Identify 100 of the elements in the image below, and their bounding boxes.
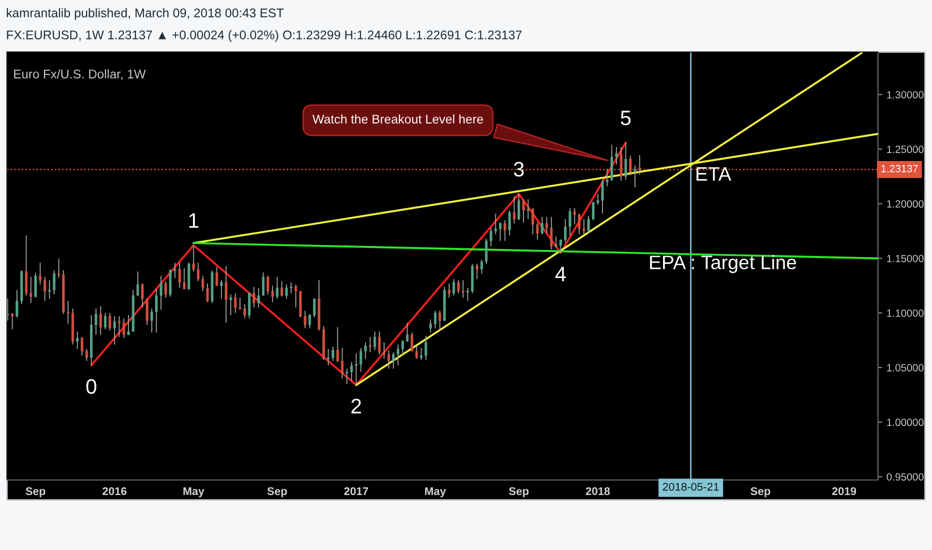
x-tick-label: 2019 [832,487,856,496]
candlestick [164,280,167,298]
annotation: 4 [555,266,566,282]
candlestick [466,287,469,302]
candlestick [476,263,478,280]
y-tick-label: 1.30000 [887,91,924,98]
annotation: EPA : Target Line [650,254,796,274]
candlestick [24,234,28,296]
candlestick [368,336,372,353]
chart-title: kamrantalib published, March 09, 2018 00:43 EST [6,8,284,20]
annotation: 2 [351,398,361,414]
candlestick [540,216,544,235]
candlestick [615,146,618,165]
candlestick [601,179,604,214]
candlestick [174,262,176,278]
chart-subtitle: FX:EURUSD, 1W 1.23137 ▲ +0.00024 (+0.02%) O:1.23299 H:1.24460 L:1.22691 C:1.23137 [7,30,522,42]
candlestick [596,193,600,206]
candlestick [327,348,330,366]
x-tick-label: Sep [750,487,770,498]
candlestick [229,294,232,316]
annotation: 3 [514,162,524,177]
candlestick [406,322,409,342]
x-tick-label: May [183,487,204,498]
x-tick-label: 2016 [102,487,127,496]
candlestick [99,306,102,336]
candlestick [374,331,376,351]
candlestick [498,222,502,242]
candlestick [354,352,358,386]
candlestick [364,342,367,360]
candlestick [192,244,195,272]
ref-line-label: 2018-05-21 [662,482,719,491]
candlestick [610,144,614,182]
y-tick-label: 1.10000 [887,309,924,317]
candlestick [480,258,483,274]
candlestick [587,215,590,234]
candlestick [532,208,534,235]
candlestick [262,272,265,296]
candlestick [243,304,246,319]
candlestick [196,262,200,282]
candlestick [85,348,88,362]
candlestick [220,280,223,300]
candlestick [30,276,32,304]
candlestick [360,347,362,372]
candlestick [248,292,251,319]
candlestick [340,347,344,379]
x-tick-label: 2018 [586,487,610,496]
candlestick [508,210,511,236]
candlestick [550,216,553,250]
candlestick [44,276,46,302]
y-tick-label: 0.95000 [886,473,924,481]
candlestick [387,350,390,370]
candlestick [592,201,594,221]
candlestick [485,238,488,264]
candlestick [526,198,530,220]
candlestick [294,284,298,308]
candlestick [424,335,428,360]
y-tick-label: 1.15000 [887,254,924,262]
annotation: ETA [696,167,732,181]
candlestick [420,347,423,360]
candlestick [606,168,608,187]
candlestick [257,287,260,308]
candlestick [252,286,256,308]
candlestick [308,314,311,329]
candlestick [94,308,98,336]
candlestick [522,198,525,223]
candlestick [448,282,450,298]
candlestick [38,262,42,286]
candlestick [118,316,120,338]
candlestick [559,239,562,254]
candlestick [122,318,126,339]
candlestick [276,276,278,300]
candlestick [452,278,456,296]
annotation: Watch the Breakout Level here [312,114,483,124]
candlestick [136,270,140,296]
x-tick-label: May [425,487,446,498]
candlestick [429,319,432,334]
candlestick [11,312,14,330]
candlestick [578,213,581,235]
annotation: 5 [620,110,631,126]
candlestick [7,298,9,322]
candlestick [582,218,586,235]
x-tick-label: Sep [267,487,287,498]
annotation: 0 [86,379,96,394]
candlestick [573,208,576,225]
candlestick [34,272,37,298]
annotation: Euro Fx/U.S. Dollar, 1W [14,69,146,80]
candlestick [216,266,218,286]
candlestick [178,262,181,288]
candlestick [554,236,558,248]
y-tick-label: 1.20000 [887,200,924,208]
candlestick [536,222,539,240]
candlestick [182,268,186,290]
candlestick [504,220,506,242]
candlestick [332,346,334,362]
candlestick [104,312,107,330]
candlestick [113,316,116,346]
candlestick [545,216,548,234]
candlestick [568,208,572,236]
candlestick [336,326,339,363]
x-tick-label: 2017 [344,487,368,496]
